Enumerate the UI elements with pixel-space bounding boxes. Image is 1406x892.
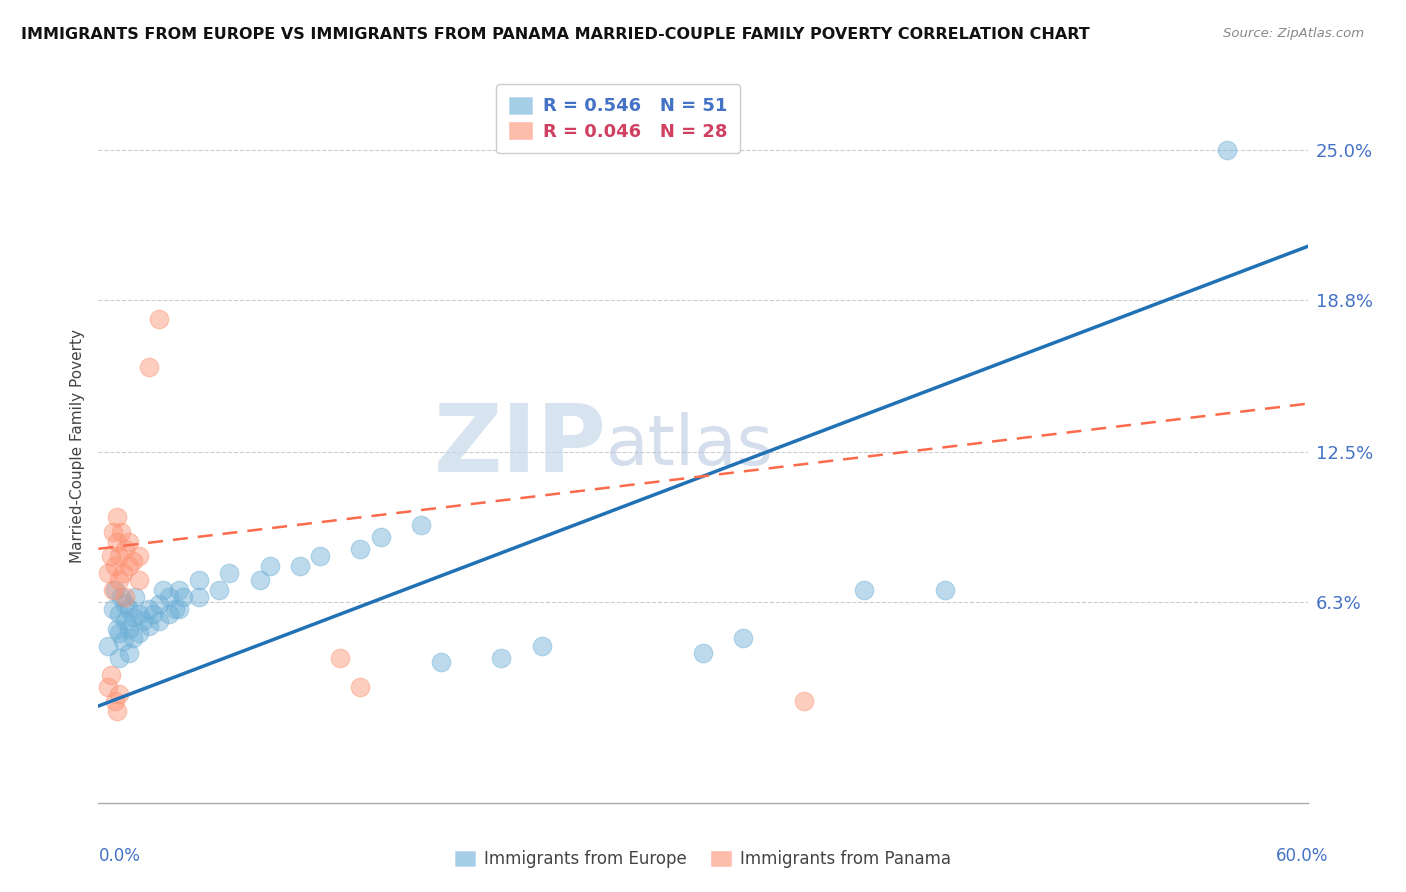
Point	[111, 633, 134, 648]
Point	[118, 602, 141, 616]
Point	[114, 590, 136, 604]
Point	[172, 590, 194, 604]
Text: IMMIGRANTS FROM EUROPE VS IMMIGRANTS FROM PANAMA MARRIED-COUPLE FAMILY POVERTY C: IMMIGRANTS FROM EUROPE VS IMMIGRANTS FRO…	[21, 27, 1090, 42]
Legend: Immigrants from Europe, Immigrants from Panama: Immigrants from Europe, Immigrants from …	[449, 844, 957, 875]
Point	[218, 566, 240, 580]
Text: atlas: atlas	[606, 412, 775, 480]
Point	[103, 558, 125, 573]
Point	[100, 667, 122, 681]
Point	[121, 632, 143, 646]
Point	[853, 582, 876, 597]
Point	[118, 534, 141, 549]
Point	[138, 619, 160, 633]
Point	[329, 650, 352, 665]
Point	[491, 650, 513, 665]
Point	[107, 650, 129, 665]
Text: ZIP: ZIP	[433, 400, 606, 492]
Point	[107, 687, 129, 701]
Point	[167, 602, 190, 616]
Point	[97, 566, 120, 580]
Point	[111, 566, 134, 580]
Point	[114, 615, 136, 629]
Point	[101, 582, 124, 597]
Point	[105, 622, 128, 636]
Point	[107, 626, 129, 640]
Point	[309, 549, 332, 563]
Point	[157, 590, 180, 604]
Point	[138, 602, 160, 616]
Point	[249, 574, 271, 588]
Text: 0.0%: 0.0%	[98, 847, 141, 865]
Point	[107, 607, 129, 621]
Point	[107, 549, 129, 563]
Point	[118, 558, 141, 573]
Point	[208, 582, 231, 597]
Point	[118, 622, 141, 636]
Point	[148, 598, 170, 612]
Y-axis label: Married-Couple Family Poverty: Married-Couple Family Poverty	[70, 329, 86, 563]
Point	[142, 607, 165, 621]
Point	[692, 646, 714, 660]
Point	[103, 694, 125, 708]
Point	[370, 530, 392, 544]
Point	[128, 626, 150, 640]
Point	[100, 549, 122, 563]
Point	[148, 615, 170, 629]
Point	[409, 517, 432, 532]
Point	[118, 646, 141, 660]
Point	[148, 312, 170, 326]
Point	[114, 598, 136, 612]
Point	[430, 656, 453, 670]
Point	[793, 694, 815, 708]
Point	[167, 582, 190, 597]
Point	[128, 574, 150, 588]
Point	[188, 574, 211, 588]
Point	[110, 590, 132, 604]
Point	[97, 680, 120, 694]
Point	[114, 541, 136, 556]
Legend: R = 0.546   N = 51, R = 0.046   N = 28: R = 0.546 N = 51, R = 0.046 N = 28	[496, 84, 741, 153]
Point	[101, 602, 124, 616]
Point	[163, 602, 186, 616]
Point	[128, 607, 150, 621]
Point	[124, 590, 146, 604]
Point	[110, 524, 132, 539]
Text: Source: ZipAtlas.com: Source: ZipAtlas.com	[1223, 27, 1364, 40]
Point	[107, 574, 129, 588]
Point	[97, 639, 120, 653]
Point	[121, 554, 143, 568]
Point	[152, 582, 174, 597]
Point	[132, 615, 155, 629]
Point	[349, 541, 371, 556]
Point	[128, 549, 150, 563]
Point	[530, 639, 553, 653]
Text: 60.0%: 60.0%	[1277, 847, 1329, 865]
Point	[259, 558, 281, 573]
Point	[288, 558, 311, 573]
Point	[733, 632, 755, 646]
Point	[349, 680, 371, 694]
Point	[103, 582, 125, 597]
Point	[105, 534, 128, 549]
Point	[188, 590, 211, 604]
Point	[121, 609, 143, 624]
Point	[157, 607, 180, 621]
Point	[934, 582, 956, 597]
Point	[138, 360, 160, 375]
Point	[1216, 143, 1239, 157]
Point	[105, 704, 128, 718]
Point	[105, 510, 128, 524]
Point	[101, 524, 124, 539]
